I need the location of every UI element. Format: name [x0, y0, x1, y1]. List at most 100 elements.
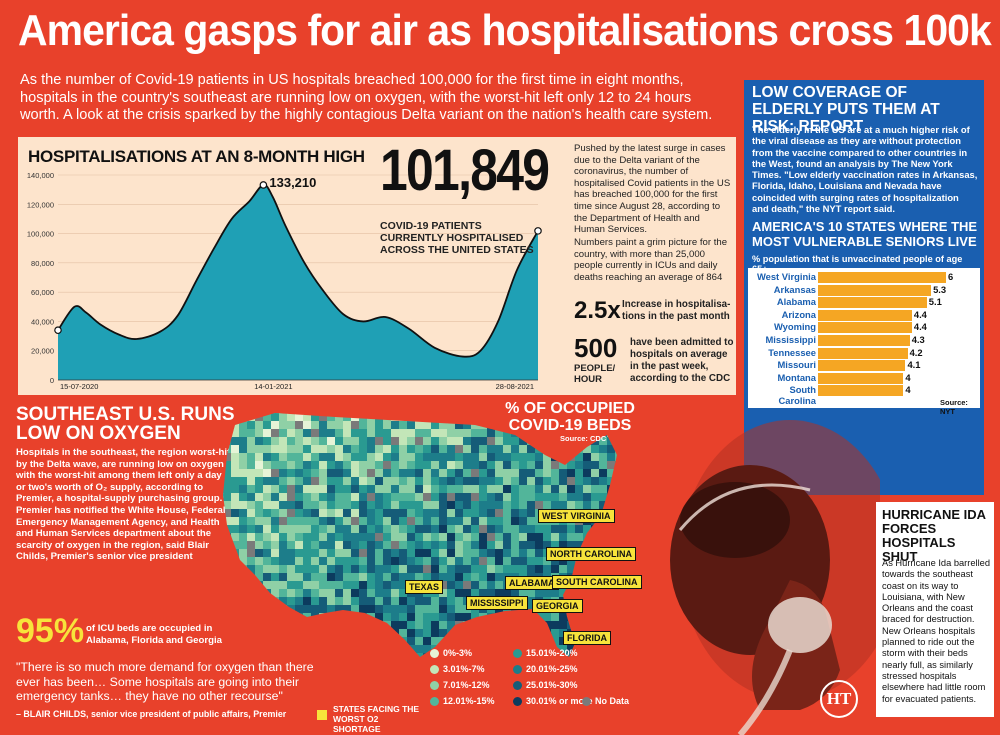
county-cell [383, 589, 392, 598]
county-cell [551, 501, 560, 510]
county-cell [239, 557, 248, 566]
county-cell [471, 581, 480, 590]
county-cell [223, 485, 224, 494]
county-cell [471, 533, 480, 542]
county-cell [543, 629, 552, 638]
county-cell [399, 589, 408, 598]
county-cell [223, 429, 224, 438]
county-cell [623, 461, 632, 470]
county-cell [367, 573, 376, 582]
county-cell [463, 557, 472, 566]
county-cell [279, 429, 288, 438]
county-cell [415, 565, 424, 574]
county-cell [439, 549, 448, 558]
county-cell [319, 493, 328, 502]
county-cell [463, 517, 472, 526]
county-cell [463, 549, 472, 558]
county-cell [463, 437, 472, 446]
county-cell [223, 629, 232, 638]
county-cell [463, 477, 472, 486]
county-cell [503, 589, 512, 598]
county-cell [415, 485, 424, 494]
county-cell [351, 461, 360, 470]
county-cell [239, 517, 248, 526]
county-cell [319, 461, 328, 470]
county-cell [319, 653, 328, 657]
county-cell [495, 645, 504, 654]
county-cell [383, 493, 392, 502]
county-cell [535, 437, 544, 446]
county-cell [239, 589, 248, 598]
county-cell [431, 573, 440, 582]
county-cell [223, 421, 232, 430]
county-cell [223, 557, 224, 566]
county-cell [319, 501, 328, 510]
county-cell [511, 501, 520, 510]
county-cell [303, 589, 312, 598]
county-cell [223, 533, 232, 542]
chart-title: HOSPITALISATIONS AT AN 8-MONTH HIGH [28, 147, 365, 166]
county-cell [455, 597, 464, 606]
county-cell [599, 469, 608, 478]
county-cell [407, 525, 416, 534]
county-cell [407, 421, 416, 430]
county-cell [591, 589, 600, 598]
county-cell [351, 509, 360, 518]
county-cell [359, 461, 368, 470]
county-cell [399, 637, 408, 646]
county-cell [591, 621, 600, 630]
county-cell [575, 533, 584, 542]
county-cell [607, 445, 616, 454]
county-cell [223, 493, 224, 502]
county-cell [455, 533, 464, 542]
county-cell [295, 549, 304, 558]
county-cell [415, 509, 424, 518]
county-cell [231, 637, 240, 646]
county-cell [223, 581, 232, 590]
county-cell [463, 501, 472, 510]
county-cell [399, 605, 408, 614]
county-cell [375, 437, 384, 446]
county-cell [399, 437, 408, 446]
county-cell [327, 581, 336, 590]
county-cell [623, 525, 632, 534]
county-cell [247, 661, 256, 670]
county-cell [351, 605, 360, 614]
county-cell [263, 413, 272, 422]
county-cell [471, 493, 480, 502]
y-tick-label: 100,000 [27, 230, 54, 239]
county-cell [223, 573, 224, 582]
county-cell [439, 485, 448, 494]
intro-text: As the number of Covid-19 patients in US… [20, 72, 713, 123]
county-cell [279, 509, 288, 518]
county-cell [439, 629, 448, 638]
county-cell [239, 597, 248, 606]
county-cell [263, 541, 272, 550]
county-cell [239, 637, 248, 646]
county-cell [399, 421, 408, 430]
county-cell [287, 549, 296, 558]
county-cell [223, 597, 232, 606]
county-cell [231, 485, 240, 494]
county-cell [239, 661, 248, 670]
county-cell [407, 621, 416, 630]
county-cell [311, 661, 320, 670]
county-cell [383, 541, 392, 550]
county-cell [607, 437, 616, 446]
county-cell [431, 429, 440, 438]
highlight-point [54, 326, 62, 335]
county-cell [623, 437, 632, 446]
county-cell [319, 477, 328, 486]
county-cell [351, 437, 360, 446]
county-cell [495, 525, 504, 534]
county-cell [423, 621, 432, 630]
map-title: % OF OCCUPIED COVID-19 BEDS [505, 400, 635, 434]
county-cell [335, 597, 344, 606]
county-cell [239, 565, 248, 574]
county-cell [303, 565, 312, 574]
county-cell [279, 485, 288, 494]
county-cell [383, 501, 392, 510]
county-cell [247, 613, 256, 622]
county-cell [327, 501, 336, 510]
bar-label: Arkansas [773, 283, 816, 295]
